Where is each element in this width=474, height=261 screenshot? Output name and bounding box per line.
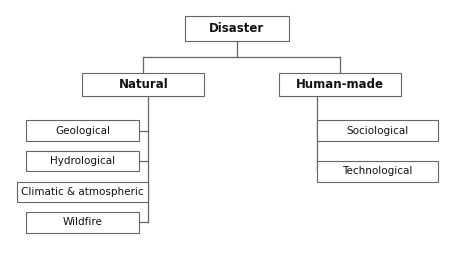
FancyBboxPatch shape bbox=[26, 212, 138, 233]
FancyBboxPatch shape bbox=[26, 120, 138, 141]
FancyBboxPatch shape bbox=[185, 16, 289, 41]
Text: Wildfire: Wildfire bbox=[63, 217, 102, 227]
FancyBboxPatch shape bbox=[17, 182, 148, 202]
FancyBboxPatch shape bbox=[26, 151, 138, 171]
FancyBboxPatch shape bbox=[82, 73, 204, 96]
Text: Hydrological: Hydrological bbox=[50, 156, 115, 166]
Text: Human-made: Human-made bbox=[296, 78, 384, 91]
Text: Natural: Natural bbox=[118, 78, 168, 91]
FancyBboxPatch shape bbox=[279, 73, 401, 96]
Text: Climatic & atmospheric: Climatic & atmospheric bbox=[21, 187, 144, 197]
Text: Sociological: Sociological bbox=[346, 126, 409, 135]
Text: Disaster: Disaster bbox=[210, 22, 264, 35]
Text: Technological: Technological bbox=[342, 166, 413, 176]
Text: Geological: Geological bbox=[55, 126, 110, 135]
FancyBboxPatch shape bbox=[317, 161, 438, 182]
FancyBboxPatch shape bbox=[317, 120, 438, 141]
